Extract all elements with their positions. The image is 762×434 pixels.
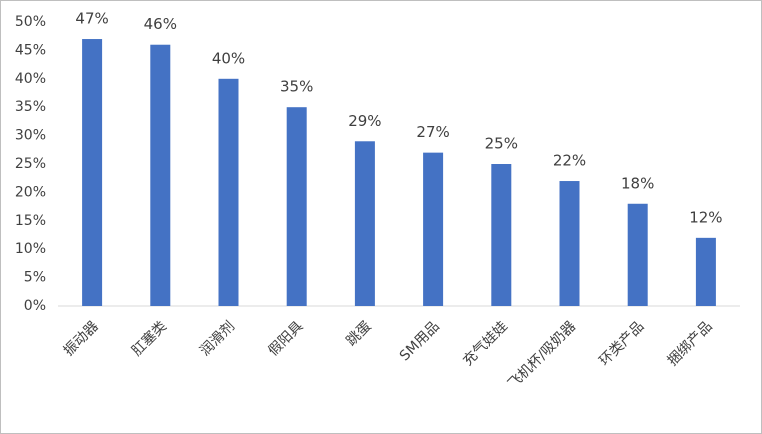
bar: [218, 78, 239, 306]
y-tick-label: 0%: [24, 298, 46, 314]
y-tick-label: 40%: [15, 71, 46, 87]
y-tick-label: 35%: [15, 99, 46, 115]
bar: [695, 237, 716, 306]
bar: [627, 203, 648, 306]
value-label: 29%: [348, 112, 381, 130]
bar: [82, 39, 103, 306]
value-label: 46%: [144, 15, 177, 33]
bar: [559, 181, 580, 306]
bar: [423, 152, 444, 306]
y-tick-label: 10%: [15, 241, 46, 257]
value-label: 40%: [212, 49, 245, 67]
value-label: 25%: [485, 135, 518, 153]
y-tick-label: 50%: [15, 14, 46, 30]
bar: [150, 44, 171, 306]
value-label: 12%: [689, 208, 722, 226]
bar: [491, 164, 512, 306]
value-label: 47%: [75, 10, 108, 28]
value-label: 18%: [621, 174, 654, 192]
value-label: 27%: [416, 123, 449, 141]
y-tick-label: 15%: [15, 213, 46, 229]
bar: [286, 107, 307, 306]
bar: [354, 141, 375, 306]
value-label: 35%: [280, 78, 313, 96]
y-tick-label: 30%: [15, 128, 46, 144]
y-tick-label: 45%: [15, 42, 46, 58]
value-label: 22%: [553, 152, 586, 170]
y-tick-label: 25%: [15, 156, 46, 172]
y-tick-label: 5%: [24, 270, 46, 286]
y-tick-label: 20%: [15, 184, 46, 200]
